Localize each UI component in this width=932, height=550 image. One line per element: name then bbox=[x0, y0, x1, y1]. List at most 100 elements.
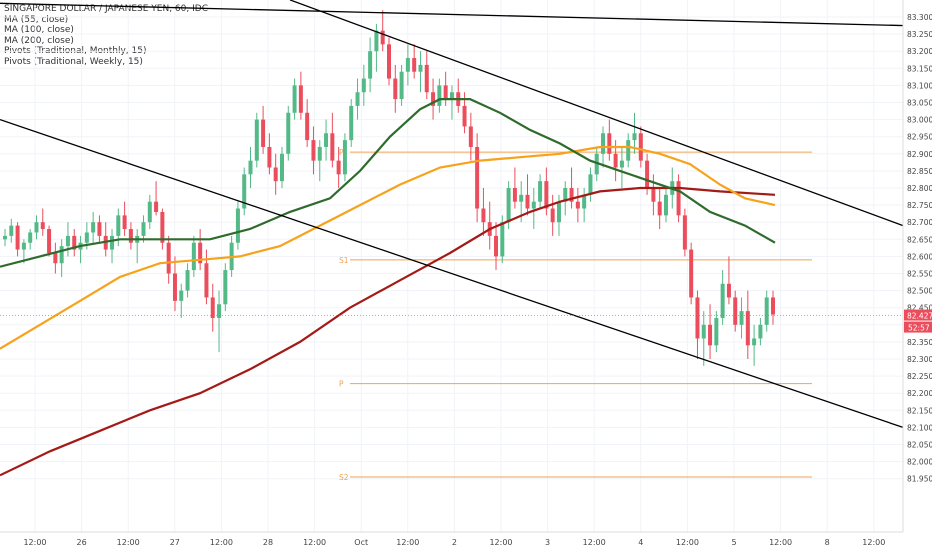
candle-body bbox=[261, 119, 266, 147]
candle-body bbox=[210, 297, 215, 318]
time-tick-label: 3 bbox=[545, 538, 550, 547]
candle-body bbox=[588, 174, 593, 195]
candle-body bbox=[368, 51, 373, 79]
price-tick-label: 82.150 bbox=[907, 406, 932, 415]
candle-body bbox=[15, 225, 20, 250]
candle-body bbox=[418, 64, 423, 72]
pivot-label: S2 bbox=[339, 473, 349, 482]
price-axis[interactable]: 83.300 83.250 83.200 83.150 83.100 83.050 83.0… bbox=[907, 13, 932, 484]
countdown-badge bbox=[904, 321, 932, 333]
candle-body bbox=[645, 160, 650, 188]
grid bbox=[0, 0, 903, 532]
candle-body bbox=[544, 181, 549, 209]
candle-body bbox=[349, 105, 354, 141]
legend-ma100: MA (100, close) bbox=[4, 25, 74, 35]
time-axis[interactable]: 12:00 26 12:00 27 12:00 28 12:00 Oct 12:00 2 12:00… bbox=[23, 538, 885, 547]
candle-body bbox=[273, 167, 278, 182]
candle-body bbox=[758, 324, 763, 339]
price-tick-label: 82.550 bbox=[907, 270, 932, 279]
candle-body bbox=[714, 317, 719, 346]
candle-body bbox=[235, 208, 240, 243]
candle-body bbox=[361, 78, 366, 93]
candle-body bbox=[166, 242, 171, 274]
candle-body bbox=[720, 283, 725, 318]
candle-body bbox=[556, 201, 561, 223]
candle-body bbox=[254, 119, 259, 161]
candle-body bbox=[267, 146, 272, 168]
candle-body bbox=[462, 105, 467, 127]
candle-body bbox=[34, 222, 39, 233]
candle-body bbox=[128, 229, 133, 243]
candle-body bbox=[53, 252, 58, 264]
price-tick-label: 82.850 bbox=[907, 167, 932, 176]
time-tick-label: 5 bbox=[731, 538, 736, 547]
countdown-label: 52:57 bbox=[908, 324, 930, 333]
candle-body bbox=[336, 160, 341, 175]
time-tick-label: 27 bbox=[170, 538, 180, 547]
candle-body bbox=[726, 283, 731, 298]
candle-body bbox=[481, 208, 486, 223]
price-tick-label: 82.800 bbox=[907, 184, 932, 193]
candle-body bbox=[97, 222, 102, 236]
pivot-label: P bbox=[339, 148, 344, 157]
candle-body bbox=[764, 297, 769, 325]
time-tick-label: 28 bbox=[263, 538, 273, 547]
price-tick-label: 82.500 bbox=[907, 287, 932, 296]
time-tick-label: 12:00 bbox=[862, 538, 885, 547]
candle-body bbox=[752, 338, 757, 346]
price-tick-label: 82.350 bbox=[907, 338, 932, 347]
candle-body bbox=[342, 140, 347, 175]
candle-body bbox=[3, 235, 7, 240]
candle-body bbox=[676, 181, 681, 216]
candle-body bbox=[116, 215, 121, 236]
candle-body bbox=[531, 201, 536, 209]
candle-body bbox=[122, 215, 127, 230]
candle-body bbox=[72, 235, 77, 250]
legend-pivots-weekly: Pivots (Traditional, Weekly, 15) bbox=[4, 56, 143, 67]
price-tick-label: 82.000 bbox=[907, 458, 932, 467]
time-tick-label: 12:00 bbox=[676, 538, 699, 547]
candle-body bbox=[204, 263, 209, 298]
candle-body bbox=[745, 311, 750, 346]
price-tick-label: 82.650 bbox=[907, 235, 932, 244]
candle-body bbox=[172, 273, 177, 301]
candle-body bbox=[374, 30, 379, 52]
time-tick-label: 26 bbox=[77, 538, 87, 547]
candle-body bbox=[651, 188, 656, 202]
price-tick-label: 83.050 bbox=[907, 99, 932, 108]
candle-body bbox=[191, 242, 196, 271]
candle-body bbox=[739, 311, 744, 325]
time-tick-label: 12:00 bbox=[769, 538, 792, 547]
price-tick-label: 82.750 bbox=[907, 201, 932, 210]
candle-body bbox=[248, 160, 253, 175]
candle-body bbox=[330, 133, 335, 161]
candle-body bbox=[279, 153, 284, 182]
candle-body bbox=[405, 58, 410, 72]
time-tick-label: 12:00 bbox=[23, 538, 46, 547]
ma200-line bbox=[0, 186, 776, 477]
price-tick-label: 82.050 bbox=[907, 441, 932, 450]
candle-body bbox=[47, 229, 52, 253]
candle-body bbox=[110, 235, 115, 250]
candle-body bbox=[286, 112, 291, 154]
candle-body bbox=[91, 222, 96, 233]
time-tick-label: 12:00 bbox=[396, 538, 419, 547]
legend-title: SINGAPORE DOLLAR / JAPANESE YEN, 60, IDC bbox=[4, 4, 208, 14]
candle-body bbox=[632, 133, 637, 141]
price-tick-label: 83.000 bbox=[907, 116, 932, 125]
candle-body bbox=[380, 30, 385, 45]
price-tick-label: 83.300 bbox=[907, 13, 932, 22]
last-price-label: 82.427 bbox=[907, 312, 932, 321]
candle-body bbox=[217, 304, 222, 318]
trendline bbox=[289, 0, 904, 227]
candle-body bbox=[9, 225, 14, 236]
candle-body bbox=[582, 194, 587, 209]
candle-body bbox=[298, 85, 303, 113]
candle-body bbox=[607, 133, 612, 154]
candle-body bbox=[638, 133, 643, 161]
candle-body bbox=[575, 201, 580, 209]
price-tick-label: 82.300 bbox=[907, 355, 932, 364]
price-tick-label: 83.100 bbox=[907, 81, 932, 90]
candle-body bbox=[701, 324, 706, 339]
